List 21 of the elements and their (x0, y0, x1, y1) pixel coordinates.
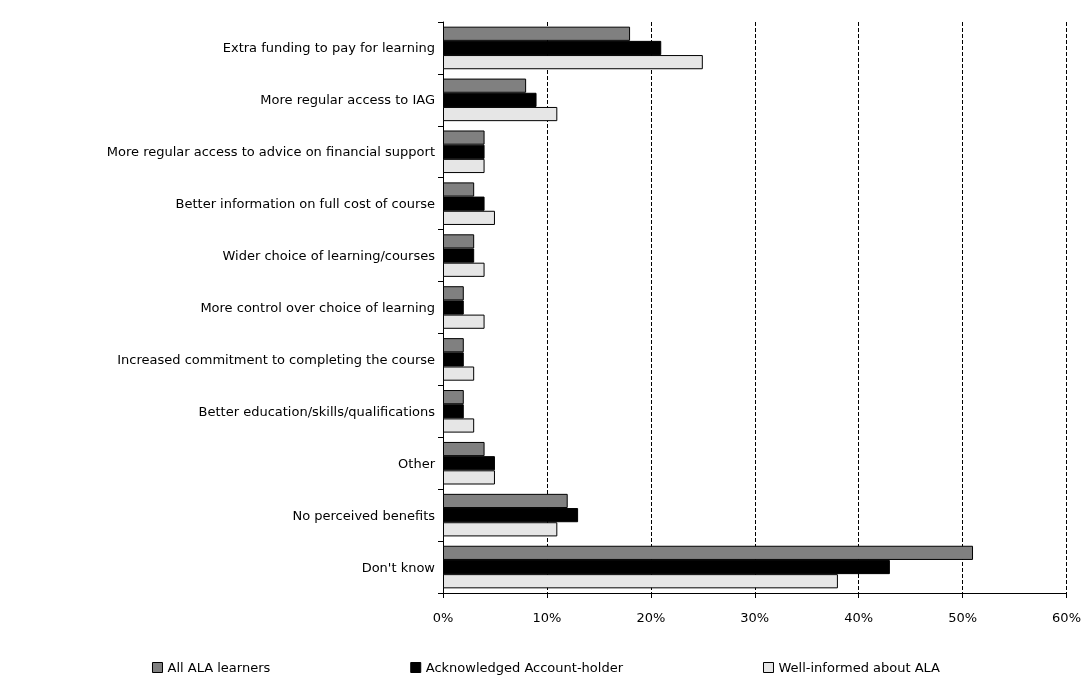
x-tick-label: 40% (844, 610, 874, 625)
x-tick-label: 20% (636, 610, 666, 625)
y-tick-label: Increased commitment to completing the course (117, 351, 435, 367)
legend-label: All ALA learners (167, 660, 271, 675)
y-tick-label: No perceived benefits (292, 507, 436, 523)
y-tick-label: Better education/skills/qualifications (198, 403, 436, 419)
y-tick-label: Don't know (361, 559, 436, 575)
legend-label: Well-informed about ALA (778, 660, 941, 675)
y-tick-label: More regular access to advice on financial support (106, 144, 435, 160)
y-tick-label: More regular access to IAG (260, 92, 435, 108)
x-tick-label: 0% (432, 610, 454, 625)
y-tick-label: Extra funding to pay for learning (222, 40, 435, 56)
y-tick-label: Better information on full cost of course (175, 196, 435, 212)
x-tick-label: 10% (532, 610, 562, 625)
legend-label: Acknowledged Account-holder (425, 660, 624, 675)
x-tick-label: 30% (740, 610, 770, 625)
x-tick-label: 50% (948, 610, 978, 625)
y-tick-label: More control over choice of learning (200, 300, 435, 315)
y-tick-label: Wider choice of learning/courses (222, 248, 436, 264)
y-tick-label: Other (398, 455, 436, 471)
x-tick-label: 60% (1052, 610, 1082, 625)
